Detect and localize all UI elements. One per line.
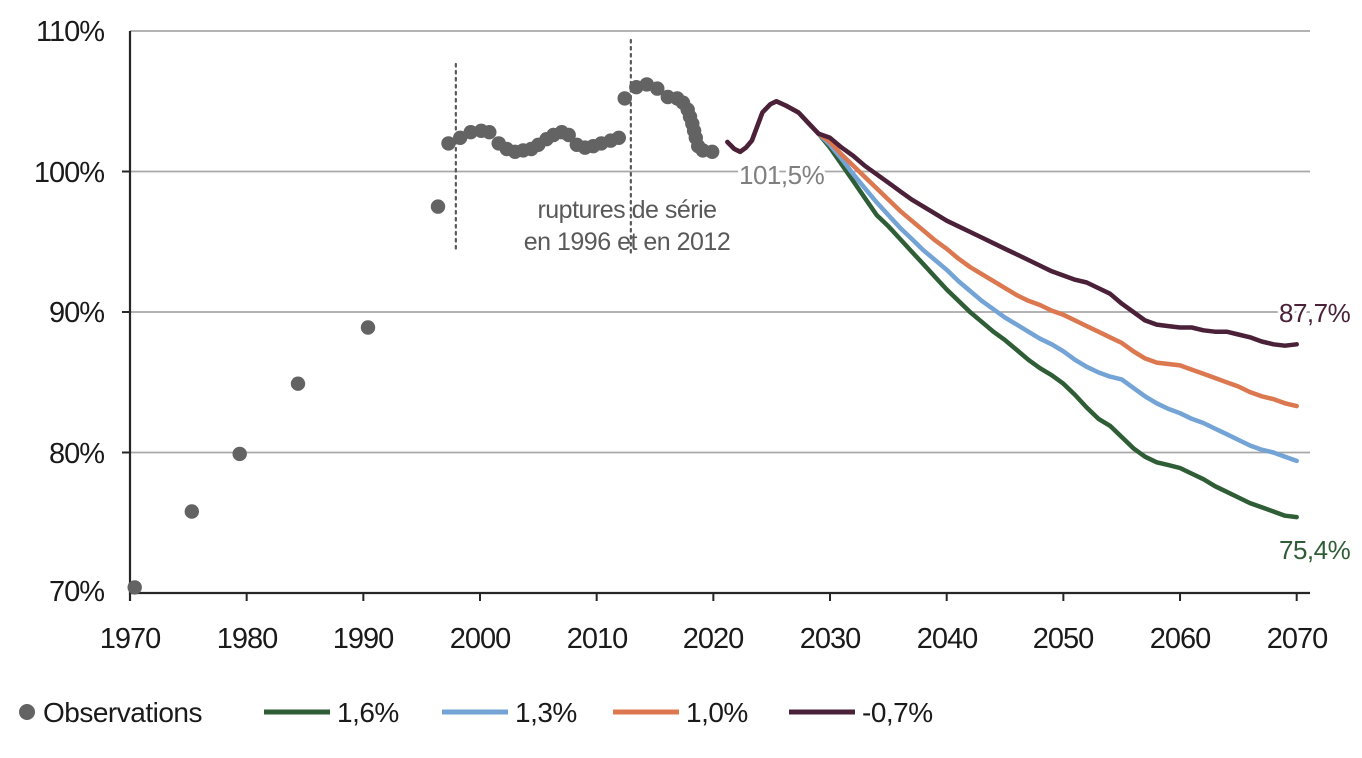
observation-dot: [430, 199, 446, 214]
y-tick-label-80: 80%: [49, 438, 104, 470]
observation-dot: [482, 125, 497, 140]
legend-label-1-6: 1,6%: [337, 697, 399, 728]
rupture-lines-layer: [454, 38, 632, 255]
y-tick-label-90: 90%: [49, 297, 104, 329]
y-tick-label-70: 70%: [49, 576, 104, 608]
legend: Observations 1,6% 1,3% 1,0% -0,7%: [19, 697, 933, 728]
x-tick-label-2030: 2030: [800, 623, 861, 655]
observation-dot: [611, 130, 626, 145]
projection-lines-layer: [725, 99, 1299, 520]
legend-label-neg-0-7: -0,7%: [862, 697, 933, 728]
legend-label-1-0: 1,0%: [686, 697, 748, 728]
observation-dot: [705, 144, 720, 159]
rupture-annotation-line1: ruptures de série: [537, 196, 716, 224]
observation-dot: [232, 446, 247, 462]
gridlines-layer: [130, 30, 1310, 454]
x-tick-label-2060: 2060: [1150, 623, 1211, 655]
end-value-label-high: 87,7%: [1279, 298, 1351, 328]
x-tick-label-2010: 2010: [567, 623, 628, 655]
projection-line-1,3%: [725, 99, 1299, 464]
observation-dot: [127, 580, 142, 595]
observation-dot: [441, 136, 456, 151]
x-tick-label-1990: 1990: [333, 623, 394, 655]
projection-start-value-label: 101,5%: [739, 160, 825, 190]
y-tick-label-110: 110%: [36, 16, 104, 48]
observations-layer: [127, 77, 720, 595]
end-value-label-low: 75,4%: [1279, 535, 1351, 565]
observation-dot: [184, 504, 199, 519]
legend-observations-dot: [19, 704, 35, 720]
x-tick-label-2000: 2000: [450, 623, 511, 655]
x-tick-label-2050: 2050: [1033, 623, 1094, 655]
observation-dot: [650, 81, 665, 96]
observation-dot: [463, 125, 478, 140]
axes-layer: [122, 31, 1310, 601]
y-tick-label-100: 100%: [34, 157, 104, 189]
x-tick-label-2040: 2040: [917, 623, 978, 655]
legend-label-observations: Observations: [43, 697, 202, 728]
rupture-annotation-line2: en 1996 et en 2012: [524, 228, 730, 256]
x-tick-label-2070: 2070: [1267, 623, 1328, 655]
observation-dot: [360, 320, 376, 335]
x-tick-label-1970: 1970: [100, 623, 161, 655]
legend-label-1-3: 1,3%: [515, 697, 577, 728]
x-tick-label-2020: 2020: [683, 623, 744, 655]
observation-dot: [290, 376, 306, 391]
observation-dot: [561, 127, 576, 143]
x-tick-label-1980: 1980: [217, 623, 278, 655]
projection-line--0,7%: [725, 99, 1299, 348]
observation-dot: [617, 91, 632, 106]
